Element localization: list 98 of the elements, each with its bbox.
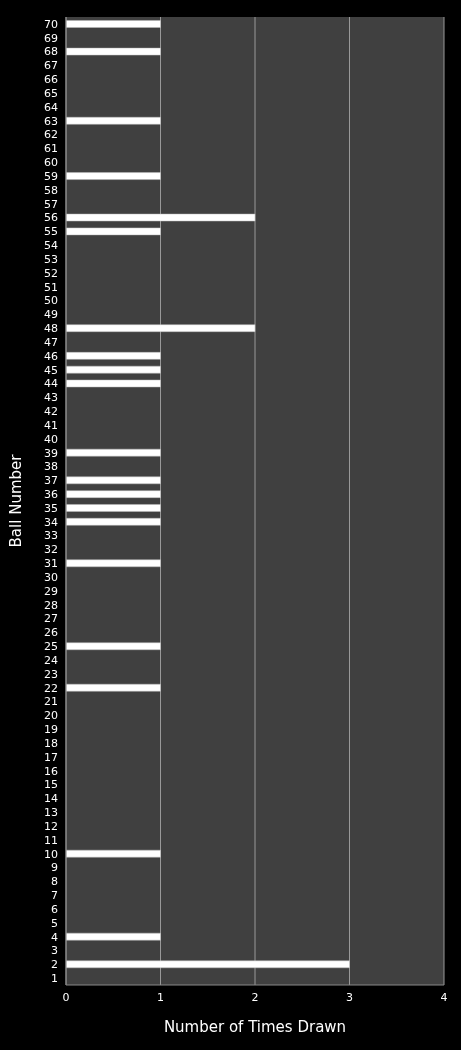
y-tick-label: 42	[44, 405, 58, 419]
y-tick-label: 46	[44, 349, 58, 363]
y-tick-label: 28	[44, 598, 58, 612]
y-tick-label: 57	[44, 197, 58, 211]
y-tick-label: 56	[44, 211, 58, 225]
x-tick-label: 2	[251, 990, 259, 1004]
y-tick-label: 13	[44, 806, 58, 820]
y-tick-label: 52	[44, 266, 58, 280]
bar	[66, 849, 161, 858]
bar	[66, 227, 161, 236]
y-tick-label: 66	[44, 73, 58, 87]
y-tick-label: 29	[44, 584, 58, 598]
y-tick-label: 14	[44, 792, 58, 806]
y-tick-label: 58	[44, 183, 58, 197]
y-tick-label: 61	[44, 142, 58, 156]
y-tick-label: 26	[44, 626, 58, 640]
y-tick-label: 22	[44, 681, 58, 695]
y-tick-label: 48	[44, 322, 58, 336]
y-tick-label: 70	[44, 17, 58, 31]
y-tick-label: 53	[44, 252, 58, 266]
y-tick-label: 31	[44, 557, 58, 571]
y-tick-label: 10	[44, 847, 58, 861]
y-tick-label: 3	[51, 944, 58, 958]
y-tick-label: 21	[44, 695, 58, 709]
bar	[66, 932, 161, 941]
bar	[66, 365, 161, 374]
y-tick-label: 32	[44, 543, 58, 557]
y-tick-label: 6	[51, 902, 58, 916]
y-tick-label: 54	[44, 239, 58, 253]
y-tick-label: 15	[44, 778, 58, 792]
y-tick-label: 18	[44, 736, 58, 750]
bar	[66, 683, 161, 692]
bar	[66, 448, 161, 457]
bar	[66, 324, 256, 332]
x-tick-label: 4	[440, 990, 448, 1004]
y-tick-label: 4	[51, 930, 58, 944]
y-tick-label: 1	[51, 971, 58, 985]
y-tick-label: 25	[44, 640, 58, 654]
y-tick-label: 62	[44, 128, 58, 142]
y-tick-label: 19	[44, 723, 58, 737]
y-tick-label: 55	[44, 225, 58, 239]
bar	[66, 213, 256, 222]
bar	[66, 960, 350, 969]
y-tick-label: 7	[51, 889, 58, 903]
y-tick-label: 50	[44, 294, 58, 308]
bar	[66, 379, 161, 388]
y-tick-label: 35	[44, 501, 58, 515]
x-axis-title: Number of Times Drawn	[163, 1018, 347, 1036]
y-tick-label: 65	[44, 86, 58, 100]
y-tick-label: 16	[44, 764, 58, 778]
y-tick-label: 49	[44, 308, 58, 322]
bar	[66, 490, 161, 498]
y-tick-label: 59	[44, 169, 58, 183]
y-tick-label: 39	[44, 446, 58, 460]
y-tick-label: 30	[44, 570, 58, 584]
x-tick-label: 0	[62, 990, 70, 1004]
y-tick-label: 24	[44, 653, 58, 667]
bar	[66, 20, 161, 28]
y-tick-label: 67	[44, 59, 58, 73]
y-tick-label: 8	[51, 875, 58, 889]
y-tick-label: 23	[44, 667, 58, 681]
y-tick-label: 5	[51, 916, 58, 930]
y-tick-label: 45	[44, 363, 58, 377]
bar	[66, 476, 161, 485]
y-tick-label: 43	[44, 391, 58, 405]
y-tick-label: 9	[51, 861, 58, 875]
bar	[66, 642, 161, 650]
bar	[66, 518, 161, 526]
bar	[66, 47, 161, 56]
y-tick-label: 2	[51, 958, 58, 972]
y-tick-label: 47	[44, 335, 58, 349]
y-tick-label: 38	[44, 460, 58, 474]
bar	[66, 559, 161, 568]
y-tick-label: 51	[44, 280, 58, 294]
x-tick-label: 1	[157, 990, 164, 1004]
y-tick-label: 40	[44, 432, 58, 446]
y-tick-label: 41	[44, 418, 58, 432]
bar	[66, 117, 161, 125]
y-tick-label: 17	[44, 750, 58, 764]
y-tick-label: 20	[44, 709, 58, 723]
y-tick-label: 68	[44, 45, 58, 59]
bar	[66, 352, 161, 360]
y-tick-label: 33	[44, 529, 58, 543]
y-tick-label: 64	[44, 100, 58, 114]
y-axis-title: Ball Number	[7, 453, 26, 548]
bar	[66, 504, 161, 512]
y-tick-label: 36	[44, 487, 58, 501]
y-tick-label: 44	[44, 377, 58, 391]
y-tick-label: 27	[44, 612, 58, 626]
y-tick-label: 12	[44, 819, 58, 833]
y-tick-label: 11	[44, 833, 58, 847]
y-tick-label: 69	[44, 31, 58, 45]
y-tick-label: 63	[44, 114, 58, 128]
y-tick-label: 34	[44, 515, 58, 529]
y-tick-label: 37	[44, 474, 58, 488]
y-tick-label: 60	[44, 156, 58, 170]
bar	[66, 172, 161, 180]
x-tick-label: 3	[346, 990, 353, 1004]
